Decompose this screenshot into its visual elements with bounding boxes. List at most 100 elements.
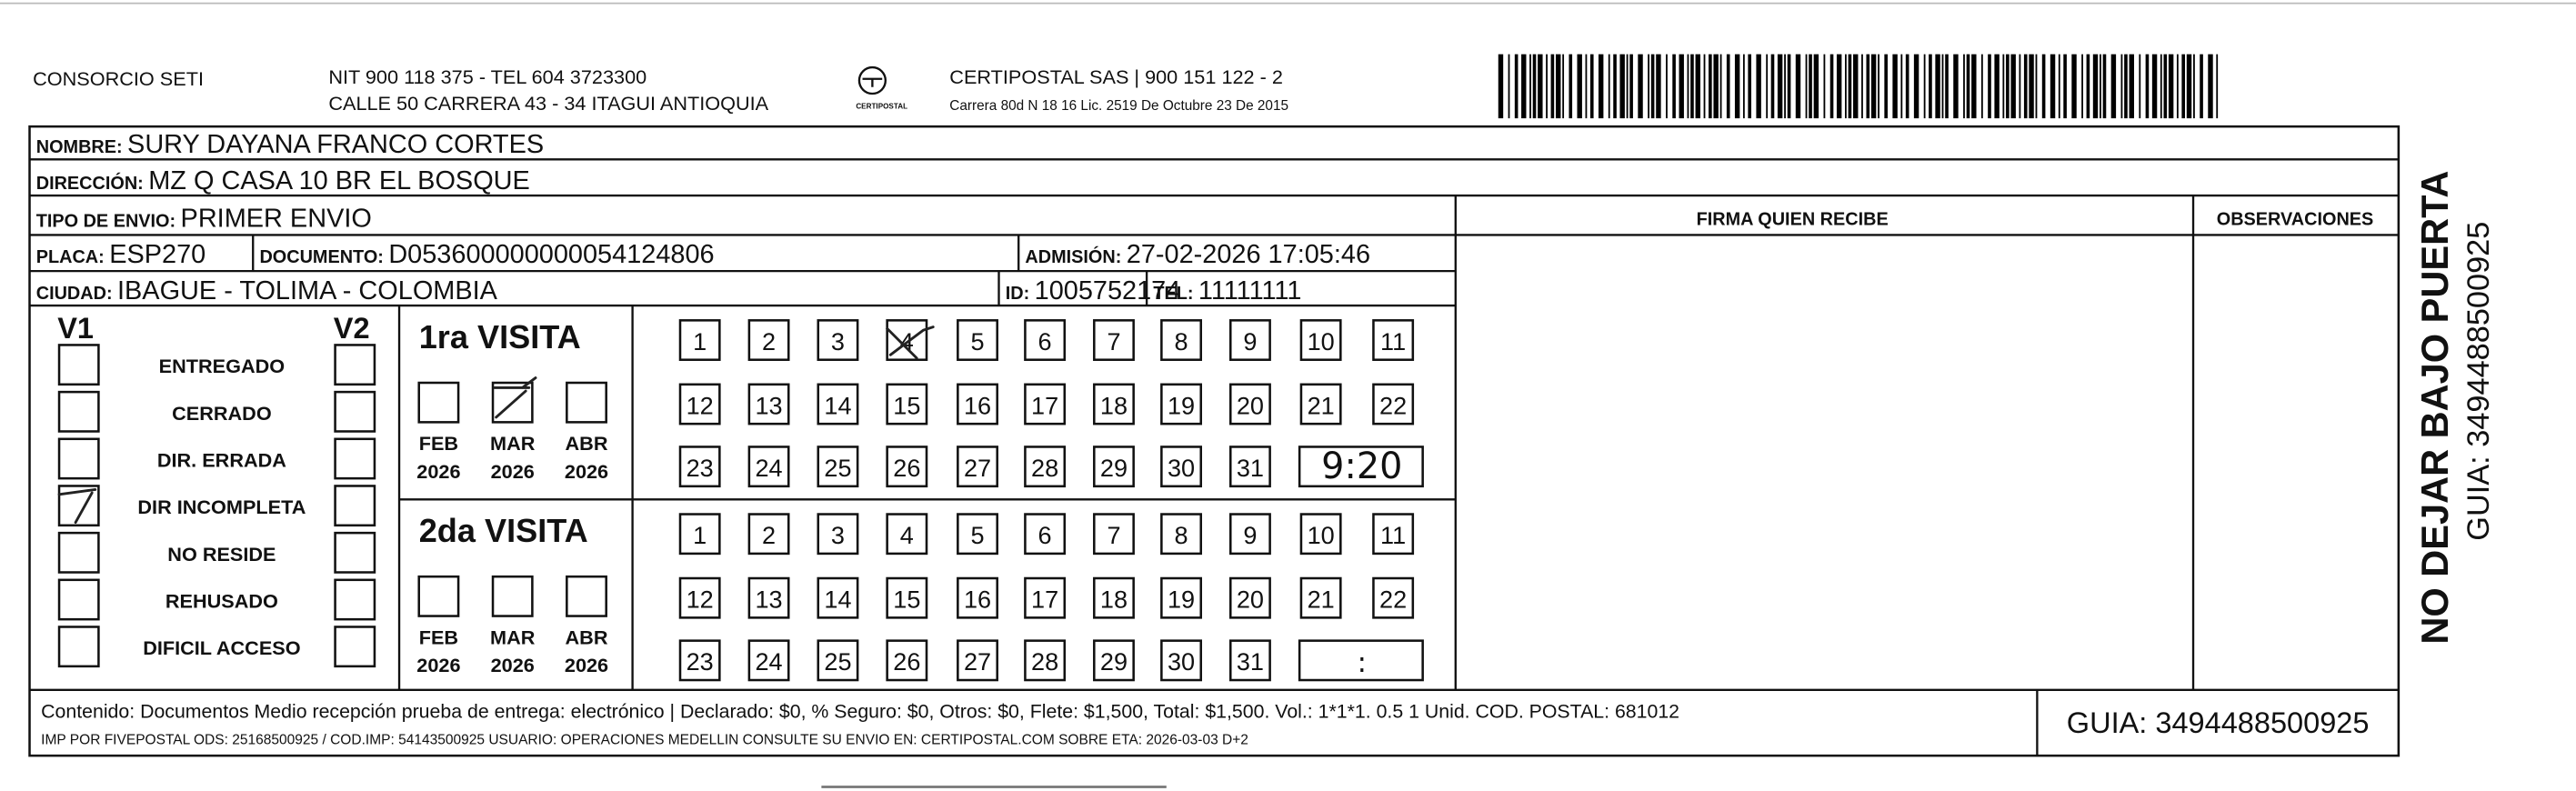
day: 3 bbox=[831, 521, 845, 549]
reason: CERRADO bbox=[172, 402, 272, 425]
barcode-bar bbox=[2029, 54, 2034, 119]
field-value: IBAGUE - TOLIMA - COLOMBIA bbox=[117, 276, 498, 305]
day: 11 bbox=[1380, 521, 1406, 549]
barcode-bar bbox=[1734, 54, 1740, 119]
day-box bbox=[1228, 319, 1271, 361]
barcode-bar bbox=[1848, 54, 1852, 119]
side-notice: NO DEJAR BAJO PUERTA bbox=[2413, 171, 2456, 645]
day: 14 bbox=[824, 586, 851, 614]
day-box bbox=[747, 446, 790, 488]
day: 20 bbox=[1237, 391, 1264, 419]
handwritten-check bbox=[493, 376, 537, 419]
day: 23 bbox=[687, 454, 714, 482]
day-box bbox=[817, 639, 859, 682]
barcode-bar bbox=[1953, 54, 1959, 119]
v1-checkbox bbox=[57, 344, 100, 386]
barcode-bar bbox=[2168, 54, 2174, 119]
barcode-bar bbox=[1648, 54, 1649, 119]
barcode-bar bbox=[2002, 54, 2005, 119]
day-box bbox=[1093, 576, 1135, 619]
v2-checkbox bbox=[334, 390, 376, 433]
year: 2026 bbox=[491, 654, 535, 676]
day: 8 bbox=[1175, 521, 1188, 549]
day-box bbox=[1024, 319, 1067, 361]
barcode-bar bbox=[1719, 54, 1722, 119]
barcode-bar bbox=[1650, 54, 1655, 119]
day-box bbox=[1228, 639, 1271, 682]
barcode-bar bbox=[1546, 54, 1548, 119]
day: 29 bbox=[1100, 454, 1128, 482]
day-box bbox=[1093, 513, 1135, 556]
barcode-bar bbox=[1638, 54, 1643, 119]
day: 19 bbox=[1168, 586, 1195, 614]
day-box bbox=[1024, 576, 1067, 619]
logo bbox=[857, 65, 887, 95]
day-box bbox=[1024, 383, 1067, 426]
day-box bbox=[1299, 383, 1342, 426]
barcode-bar bbox=[1836, 54, 1842, 119]
barcode-bar bbox=[1756, 54, 1761, 119]
barcode-bar bbox=[1613, 54, 1617, 119]
day-box bbox=[678, 513, 721, 556]
year: 2026 bbox=[565, 460, 608, 483]
day: 22 bbox=[1379, 391, 1407, 419]
day: 22 bbox=[1379, 586, 1407, 614]
day: 31 bbox=[1237, 454, 1264, 482]
day: 17 bbox=[1031, 586, 1058, 614]
day-box bbox=[886, 383, 928, 426]
barcode-bar bbox=[2010, 54, 2016, 119]
field: ADMISIÓN: 27-02-2026 17:05:46 bbox=[1025, 240, 1370, 269]
barcode-bar bbox=[2071, 54, 2077, 119]
barcode-bar bbox=[1884, 54, 1888, 119]
barcode-bar bbox=[1679, 54, 1684, 119]
day: 24 bbox=[755, 454, 782, 482]
day: 12 bbox=[687, 391, 714, 419]
barcode-bar bbox=[1529, 54, 1531, 119]
day-box bbox=[678, 576, 721, 619]
barcode-bar bbox=[1870, 54, 1877, 119]
reason: DIFICIL ACCESO bbox=[143, 636, 300, 659]
day-box bbox=[817, 576, 859, 619]
barcode-bar bbox=[1829, 54, 1834, 119]
day-box bbox=[1093, 383, 1135, 426]
day-box bbox=[886, 576, 928, 619]
day-box bbox=[1024, 513, 1067, 556]
barcode-bar bbox=[2193, 54, 2195, 119]
day-box bbox=[1024, 639, 1067, 682]
barcode-bar bbox=[2208, 54, 2213, 119]
day-box bbox=[817, 513, 859, 556]
barcode-bar bbox=[2181, 54, 2185, 119]
month-checkbox bbox=[417, 575, 460, 617]
field-label: DIRECCIÓN: bbox=[36, 172, 144, 194]
day: 13 bbox=[755, 391, 782, 419]
barcode-bar bbox=[1742, 54, 1745, 119]
day-box bbox=[1299, 513, 1342, 556]
barcode-bar bbox=[1935, 54, 1940, 119]
day: 15 bbox=[893, 391, 920, 419]
day-box bbox=[678, 639, 721, 682]
day-box bbox=[817, 383, 859, 426]
day: 10 bbox=[1308, 327, 1335, 355]
day: 30 bbox=[1168, 647, 1195, 676]
visit-title: 1ra VISITA bbox=[419, 318, 581, 355]
visit-title: 2da VISITA bbox=[419, 512, 588, 549]
field-label: PLACA: bbox=[36, 247, 105, 267]
barcode-bar bbox=[1766, 54, 1769, 119]
barcode-bar bbox=[1945, 54, 1949, 119]
day: 29 bbox=[1100, 647, 1128, 676]
day: 6 bbox=[1038, 327, 1052, 355]
day-box bbox=[1372, 576, 1415, 619]
day: 31 bbox=[1237, 647, 1264, 676]
barcode-bar bbox=[1726, 54, 1730, 119]
day-box bbox=[747, 513, 790, 556]
field-label: NOMBRE: bbox=[36, 137, 123, 157]
day-box bbox=[957, 383, 998, 426]
barcode-bar bbox=[1532, 54, 1537, 119]
barcode-bar bbox=[1923, 54, 1926, 119]
barcode-bar bbox=[2186, 54, 2192, 119]
barcode-bar bbox=[1569, 54, 1573, 119]
v2-checkbox bbox=[334, 578, 376, 621]
barcode-bar bbox=[2100, 54, 2101, 119]
day: 27 bbox=[964, 647, 991, 676]
field: TEL: 11111111 bbox=[1153, 276, 1301, 305]
